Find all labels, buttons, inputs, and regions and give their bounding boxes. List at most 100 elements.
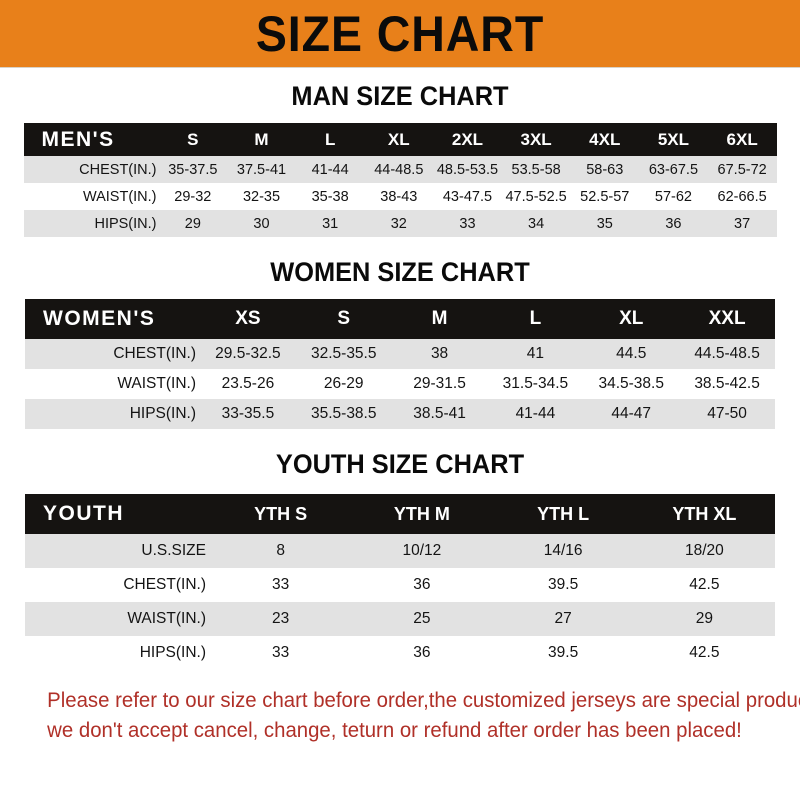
- women-cell: 31.5-34.5: [502, 375, 569, 392]
- youth-cell: 33: [272, 644, 290, 661]
- table-row: HIPS(IN.) 33 36 39.5 42.5: [25, 636, 775, 670]
- header-banner: SIZE CHART: [0, 0, 800, 68]
- youth-cell: 42.5: [689, 576, 720, 593]
- men-cell: 29: [184, 215, 201, 232]
- table-row: CHEST(IN.) 33 36 39.5 42.5: [25, 568, 775, 602]
- youth-cell: 42.5: [689, 644, 720, 661]
- youth-row-label: WAIST(IN.): [127, 610, 206, 627]
- men-cell: 32-35: [242, 188, 281, 205]
- youth-cell: 14/16: [543, 542, 583, 559]
- youth-size-table: YOUTH YTH S YTH M YTH L YTH XL U.S.SIZE 8 10/12…: [25, 494, 775, 670]
- women-header-cell: WOMEN'S: [43, 307, 156, 330]
- table-row: U.S.SIZE 8 10/12 14/16 18/20: [25, 534, 775, 568]
- youth-cell: 8: [276, 542, 285, 559]
- men-cell: 47.5-52.5: [505, 188, 567, 205]
- man-section-title: MAN SIZE CHART: [291, 81, 509, 111]
- men-cell: 63-67.5: [648, 161, 699, 178]
- women-header-cell: L: [529, 308, 542, 329]
- men-header-cell: MEN'S: [41, 127, 115, 151]
- men-cell: 38-43: [380, 188, 418, 205]
- men-cell: 32: [390, 215, 407, 232]
- youth-section-title: YOUTH SIZE CHART: [275, 449, 525, 479]
- women-cell: 35.5-38.5: [310, 405, 377, 422]
- women-cell: 34.5-38.5: [598, 375, 664, 392]
- men-cell: 36: [665, 215, 682, 232]
- table-row: HIPS(IN.) 33-35.5 35.5-38.5 38.5-41 41-44 44-…: [25, 399, 775, 429]
- table-row: CHEST(IN.) 29.5-32.5 32.5-35.5 38 41 44.5 44.5…: [25, 339, 775, 369]
- men-header-cell: XL: [387, 129, 410, 149]
- men-cell: 35-38: [311, 188, 349, 205]
- men-cell: 62-66.5: [717, 188, 767, 205]
- men-cell: 35-37.5: [168, 161, 218, 178]
- page-title: SIZE CHART: [255, 5, 545, 62]
- men-header-cell: 2XL: [451, 129, 484, 149]
- women-cell: 38: [430, 345, 449, 362]
- men-cell: 30: [253, 215, 270, 232]
- spacer-youth-2: [0, 478, 800, 494]
- men-header-cell: 6XL: [726, 129, 758, 149]
- men-cell: 43-47.5: [442, 188, 493, 205]
- women-row-label: HIPS(IN.): [129, 405, 196, 422]
- women-cell: 38.5-41: [413, 405, 466, 422]
- women-section-title: WOMEN SIZE CHART: [270, 257, 530, 287]
- youth-table-body: YOUTH YTH S YTH M YTH L YTH XL U.S.SIZE 8 10/12…: [25, 494, 775, 670]
- women-cell: 32.5-35.5: [310, 345, 377, 362]
- disclaimer-note: Please refer to our size chart before or…: [20, 670, 800, 746]
- youth-row-label: HIPS(IN.): [139, 644, 206, 661]
- spacer-women-2: [0, 286, 800, 299]
- men-cell: 53.5-58: [511, 161, 561, 178]
- men-cell: 67.5-72: [717, 161, 767, 178]
- women-header-cell: S: [337, 308, 351, 329]
- man-size-table: MEN'S S M L XL 2XL 3XL 4XL 5XL 6XL CHEST(IN.) 35-37…: [23, 123, 777, 237]
- women-table-body: WOMEN'S XS S M L XL XXL CHEST(IN.) 29.5-32.5 32.5…: [25, 299, 775, 429]
- women-cell: 29.5-32.5: [215, 345, 281, 362]
- youth-cell: 39.5: [548, 644, 579, 661]
- men-cell: 29-32: [174, 188, 212, 205]
- men-header-cell: 4XL: [589, 129, 621, 149]
- table-row: WAIST(IN.) 23.5-26 26-29 29-31.5 31.5-34.5 34…: [25, 369, 775, 399]
- youth-header-cell: YTH M: [393, 503, 450, 524]
- spacer-man: [0, 110, 800, 123]
- women-cell: 33-35.5: [221, 405, 275, 422]
- women-header-cell: XXL: [708, 308, 746, 329]
- disclaimer-line-2: we don't accept cancel, change, teturn o…: [47, 719, 742, 742]
- women-cell: 29-31.5: [413, 375, 466, 392]
- men-cell: 31: [322, 215, 339, 232]
- men-header-cell: L: [324, 129, 336, 149]
- men-cell: 37.5-41: [236, 161, 287, 178]
- men-cell: 34: [528, 215, 545, 232]
- men-cell: 57-62: [654, 188, 692, 205]
- youth-header-cell: YTH S: [254, 503, 308, 524]
- youth-cell: 23: [272, 610, 290, 627]
- women-cell: 44.5-48.5: [694, 345, 760, 362]
- women-header-cell: M: [431, 308, 448, 329]
- women-header-cell: XL: [619, 308, 644, 329]
- disclaimer-line-1: Please refer to our size chart before or…: [47, 689, 800, 712]
- men-row-label: HIPS(IN.): [94, 215, 157, 232]
- spacer-women: [0, 237, 800, 259]
- women-size-table: WOMEN'S XS S M L XL XXL CHEST(IN.) 29.5-32.5 32.5…: [25, 299, 775, 429]
- men-cell: 37: [734, 215, 751, 232]
- youth-header-row: YOUTH YTH S YTH M YTH L YTH XL: [25, 494, 775, 534]
- men-header-cell: M: [254, 129, 269, 149]
- youth-cell: 27: [554, 610, 572, 627]
- men-header-cell: S: [187, 129, 199, 149]
- men-cell: 41-44: [311, 161, 349, 178]
- youth-cell: 36: [413, 644, 431, 661]
- women-cell: 44-47: [611, 405, 652, 422]
- men-cell: 58-63: [586, 161, 624, 178]
- women-cell: 38.5-42.5: [694, 375, 760, 392]
- women-row-label: CHEST(IN.): [113, 345, 196, 362]
- spacer-youth: [0, 429, 800, 451]
- women-cell: 23.5-26: [221, 375, 275, 392]
- men-cell: 44-48.5: [374, 161, 424, 178]
- youth-header-cell: YOUTH: [43, 502, 124, 525]
- youth-header-cell: YTH XL: [672, 503, 737, 524]
- women-header-row: WOMEN'S XS S M L XL XXL: [25, 299, 775, 339]
- men-cell: 35: [596, 215, 613, 232]
- youth-cell: 39.5: [548, 576, 579, 593]
- women-row-label: WAIST(IN.): [117, 375, 196, 392]
- men-row-label: WAIST(IN.): [82, 188, 157, 205]
- men-header-cell: 5XL: [657, 129, 690, 149]
